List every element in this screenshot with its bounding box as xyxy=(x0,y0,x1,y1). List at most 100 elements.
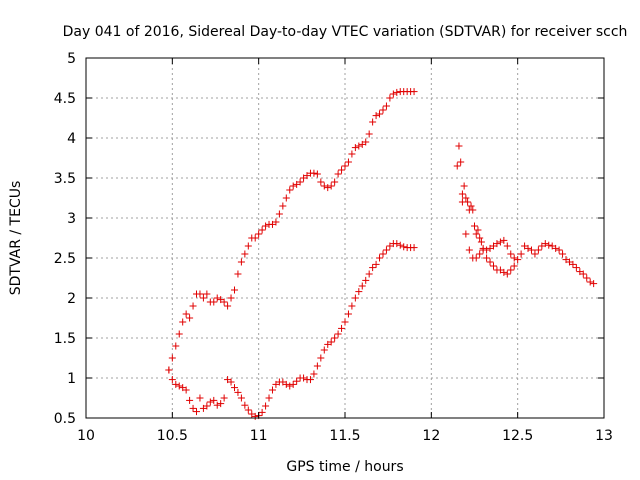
x-tick-label: 11.5 xyxy=(329,428,360,444)
y-tick-label: 2 xyxy=(67,291,76,307)
data-point xyxy=(289,380,297,388)
data-point xyxy=(230,384,238,392)
data-point xyxy=(268,386,276,394)
data-point xyxy=(559,250,567,258)
data-point xyxy=(474,226,482,234)
data-point xyxy=(220,298,228,306)
y-axis-label: SDTVAR / TECUs xyxy=(8,181,24,296)
data-point xyxy=(555,246,563,254)
data-point xyxy=(362,276,370,284)
data-point xyxy=(179,318,187,326)
data-point xyxy=(338,166,346,174)
data-point xyxy=(500,236,508,244)
data-point xyxy=(358,282,366,290)
data-point xyxy=(382,246,390,254)
data-point xyxy=(389,90,397,98)
data-point xyxy=(507,250,515,258)
data-point xyxy=(455,142,463,150)
data-point xyxy=(224,302,232,310)
data-point xyxy=(410,88,418,96)
x-axis-ticks: 10 10.5 11 11.5 12 12.5 13 xyxy=(77,58,613,444)
data-point xyxy=(286,186,294,194)
data-point xyxy=(189,302,197,310)
data-point xyxy=(279,202,287,210)
data-point xyxy=(196,290,204,298)
data-point xyxy=(514,256,522,264)
data-point xyxy=(275,210,283,218)
data-point xyxy=(331,178,339,186)
data-point xyxy=(483,246,491,254)
y-tick-label: 0.5 xyxy=(54,411,76,427)
data-point xyxy=(386,94,394,102)
data-point xyxy=(479,244,487,252)
x-tick-label: 10 xyxy=(77,428,95,444)
data-point xyxy=(493,240,501,248)
data-point xyxy=(338,324,346,332)
data-point xyxy=(507,266,515,274)
data-point xyxy=(286,382,294,390)
data-point xyxy=(320,182,328,190)
data-point xyxy=(244,242,252,250)
data-point xyxy=(168,354,176,362)
data-point xyxy=(396,241,404,249)
data-point xyxy=(510,254,518,262)
data-point xyxy=(217,400,225,408)
data-point xyxy=(344,310,352,318)
data-point xyxy=(467,202,475,210)
data-point xyxy=(534,246,542,254)
data-point xyxy=(251,412,259,420)
data-point xyxy=(182,386,190,394)
data-point xyxy=(489,262,497,270)
data-point xyxy=(472,254,480,262)
y-tick-label: 3 xyxy=(67,211,76,227)
data-point xyxy=(348,150,356,158)
data-point xyxy=(313,170,321,178)
data-point xyxy=(230,286,238,294)
data-point xyxy=(272,218,280,226)
data-point xyxy=(210,396,218,404)
data-point xyxy=(313,362,321,370)
data-point xyxy=(458,190,466,198)
data-point xyxy=(172,380,180,388)
data-point xyxy=(241,250,249,258)
data-point xyxy=(477,238,485,246)
data-point xyxy=(355,288,363,296)
data-point xyxy=(503,242,511,250)
data-point xyxy=(227,378,235,386)
x-tick-label: 10.5 xyxy=(157,428,188,444)
data-point xyxy=(376,110,384,118)
data-point xyxy=(545,241,553,249)
y-tick-label: 1 xyxy=(67,371,76,387)
data-point xyxy=(372,260,380,268)
x-axis-label: GPS time / hours xyxy=(286,459,403,475)
data-point xyxy=(351,294,359,302)
data-point xyxy=(255,230,263,238)
data-point xyxy=(590,280,598,288)
data-point xyxy=(503,270,511,278)
data-point xyxy=(365,130,373,138)
x-tick-label: 11 xyxy=(250,428,268,444)
data-point xyxy=(213,401,221,409)
data-point xyxy=(379,250,387,258)
data-point xyxy=(460,182,468,190)
y-tick-label: 4.5 xyxy=(54,91,76,107)
data-point xyxy=(369,118,377,126)
data-point xyxy=(172,342,180,350)
data-point xyxy=(262,402,270,410)
data-point xyxy=(289,182,297,190)
data-point xyxy=(531,250,539,258)
data-point xyxy=(527,246,535,254)
data-point xyxy=(348,302,356,310)
data-point xyxy=(341,318,349,326)
data-point xyxy=(369,264,377,272)
data-point xyxy=(293,377,301,385)
x-tick-label: 12.5 xyxy=(502,428,533,444)
data-point xyxy=(258,226,266,234)
data-point xyxy=(186,396,194,404)
data-point xyxy=(324,184,332,192)
data-point xyxy=(341,162,349,170)
data-point xyxy=(572,264,580,272)
data-point xyxy=(310,169,318,177)
data-point xyxy=(583,274,591,282)
